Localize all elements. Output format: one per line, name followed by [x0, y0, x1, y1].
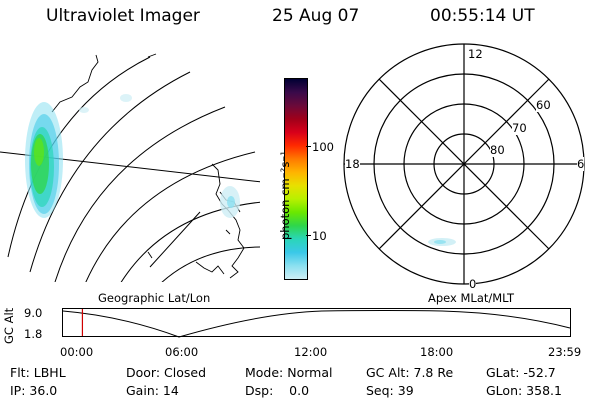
timeline-y-axis-label: GC Alt [2, 307, 16, 344]
filter-status: Flt: LBHL [10, 365, 66, 380]
instrument-title: Ultraviolet Imager [46, 6, 200, 26]
colorbar-tick-10: 10 [312, 229, 327, 243]
colorbar [284, 78, 308, 280]
geographic-map [0, 53, 260, 282]
colorbar-tick-mark [306, 235, 311, 236]
lat-arc [54, 106, 226, 282]
timeline-x-tick-0: 00:00 [60, 345, 94, 359]
mlt-diagonal [378, 78, 550, 250]
colorbar-unit-label: photon cm⁻²s⁻¹ [278, 151, 292, 240]
mlt-label-0: 0 [469, 277, 477, 291]
timeline-x-tick-2: 12:00 [294, 345, 328, 359]
timeline-x-tick-4: 23:59 [548, 345, 582, 359]
coastline [147, 53, 157, 58]
gc-alt-status: GC Alt: 7.8 Re [366, 365, 454, 380]
meridian [149, 211, 201, 268]
dsp-status: Dsp: 0.0 [245, 383, 310, 398]
timeline-y-tick-min: 1.8 [24, 327, 43, 341]
time-label: 00:55:14 UT [430, 6, 535, 26]
colorbar-tick-100: 100 [312, 140, 334, 154]
colorbar-tick-mark [306, 146, 311, 147]
seq-status: Seq: 39 [366, 383, 414, 398]
coastline [195, 261, 225, 275]
lat-label-70: 70 [512, 121, 527, 135]
lat-arc [29, 71, 191, 273]
altitude-timeline [62, 308, 571, 338]
glat-status: GLat: -52.7 [486, 365, 556, 380]
glon-status: GLon: 358.1 [486, 383, 562, 398]
altitude-curve [62, 310, 571, 338]
mlt-label-6: 6 [577, 157, 585, 171]
timeline-y-tick-max: 9.0 [24, 306, 43, 320]
coastline [211, 163, 245, 279]
mlt-label-18: 18 [345, 157, 360, 171]
geographic-panel-label: Geographic Lat/Lon [98, 291, 211, 305]
coastline [51, 54, 99, 113]
date-label: 25 Aug 07 [272, 6, 360, 26]
polar-panel-label: Apex MLat/MLT [428, 291, 515, 305]
timeline-x-tick-1: 06:00 [165, 345, 199, 359]
mlt-label-12: 12 [468, 47, 483, 61]
mode-status: Mode: Normal [245, 365, 333, 380]
coastline [147, 251, 153, 259]
gain-status: Gain: 14 [126, 383, 179, 398]
lat-arc [85, 151, 256, 282]
polar-plot [343, 43, 585, 285]
lat-arc [161, 246, 260, 282]
coastline [225, 229, 231, 235]
lat-label-60: 60 [536, 98, 551, 112]
timeline-x-tick-3: 18:00 [420, 345, 454, 359]
ip-status: IP: 36.0 [10, 383, 58, 398]
door-status: Door: Closed [126, 365, 207, 380]
lat-label-80: 80 [490, 143, 505, 157]
aurora-emission [25, 94, 240, 218]
polar-emission [428, 238, 456, 246]
